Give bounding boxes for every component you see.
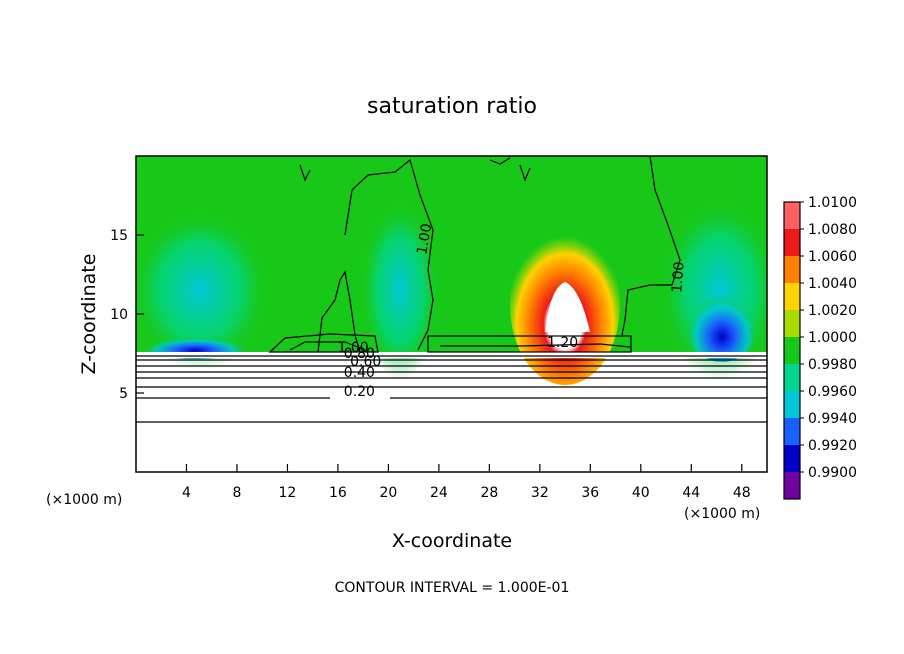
x-tick-label: 40 [632, 485, 650, 501]
x-tick-label: 24 [430, 485, 448, 501]
y-axis-title: Z-coordinate [78, 254, 100, 375]
contour-line-cloud-left-inner [289, 341, 366, 351]
y-axis-ticks: 5 10 15 [110, 228, 144, 402]
y-tick-label: 5 [119, 386, 128, 402]
contour-line-1-00-top-left [299, 164, 311, 182]
y-tick-label: 15 [110, 228, 128, 244]
x-tick-label: 36 [581, 485, 599, 501]
contour-line-1-00-top [489, 157, 531, 182]
x-tick-label: 8 [232, 485, 241, 501]
contour-label: 0.40 [344, 365, 375, 381]
contour-labels: 1.001.001.201.000.800.600.400.20 [337, 222, 687, 400]
contour-label: 1.00 [414, 222, 435, 255]
contour-line-cloud-left [268, 333, 379, 353]
colorbar-swatch [784, 391, 800, 418]
contour-label: 0.60 [350, 354, 381, 370]
colorbar-label: 1.0040 [808, 276, 857, 292]
colorbar-swatch [784, 283, 800, 310]
contour-label: 1.20 [547, 335, 578, 351]
x-unit-label-right: (×1000 m) [684, 506, 760, 522]
colorbar-swatch [784, 364, 800, 391]
x-unit-label-left: (×1000 m) [46, 492, 122, 508]
colorbar-swatch [784, 472, 800, 499]
colorbar-label: 0.9900 [808, 465, 857, 481]
colorbar-label: 1.0100 [808, 195, 857, 211]
colorbar-label: 1.0060 [808, 249, 857, 265]
saturation-field [136, 156, 767, 472]
colorbar-swatch [784, 256, 800, 283]
contour-label: 0.20 [344, 384, 375, 400]
contour-lines [136, 156, 767, 423]
chart-title: saturation ratio [367, 94, 537, 119]
x-tick-label: 16 [329, 485, 347, 501]
colorbar-label: 1.0080 [808, 222, 857, 238]
colorbar-swatch [784, 229, 800, 256]
colorbar-swatch [784, 337, 800, 364]
colorbar-swatch [784, 418, 800, 445]
colorbar-label: 0.9980 [808, 357, 857, 373]
contour-interval-note: CONTOUR INTERVAL = 1.000E-01 [335, 580, 570, 596]
colorbar-swatch [784, 202, 800, 229]
colorbar-label: 0.9940 [808, 411, 857, 427]
colorbar-label: 1.0020 [808, 303, 857, 319]
x-tick-label: 44 [682, 485, 700, 501]
contour-line-1-00-left [317, 270, 361, 353]
x-axis-ticks: 4 8 12 16 20 24 28 32 36 40 44 48 [182, 464, 751, 501]
colorbar-swatch [784, 445, 800, 472]
colorbar-swatch [784, 310, 800, 337]
colorbar-label: 0.9920 [808, 438, 857, 454]
x-tick-label: 28 [480, 485, 498, 501]
contour-line-1-00-right [621, 156, 681, 336]
x-axis-title: X-coordinate [392, 530, 512, 552]
contour-label: 1.00 [337, 340, 368, 356]
colorbar: 1.0100 1.0080 1.0060 1.0040 1.0020 1.0000 0.99… [783, 195, 857, 500]
contour-line-1-00-middle [344, 158, 434, 351]
colorbar-frame [783, 201, 801, 500]
contour-label: 1.00 [669, 261, 688, 293]
x-tick-label: 48 [733, 485, 751, 501]
x-tick-label: 12 [279, 485, 297, 501]
x-tick-label: 4 [182, 485, 191, 501]
contour-label: 0.80 [344, 346, 375, 362]
colorbar-label: 1.0000 [808, 330, 857, 346]
y-tick-label: 10 [110, 307, 128, 323]
contour-line-1-20 [440, 343, 631, 348]
x-tick-label: 32 [531, 485, 549, 501]
colorbar-label: 0.9960 [808, 384, 857, 400]
contour-line-1-00-box [427, 335, 632, 353]
x-tick-label: 20 [379, 485, 397, 501]
